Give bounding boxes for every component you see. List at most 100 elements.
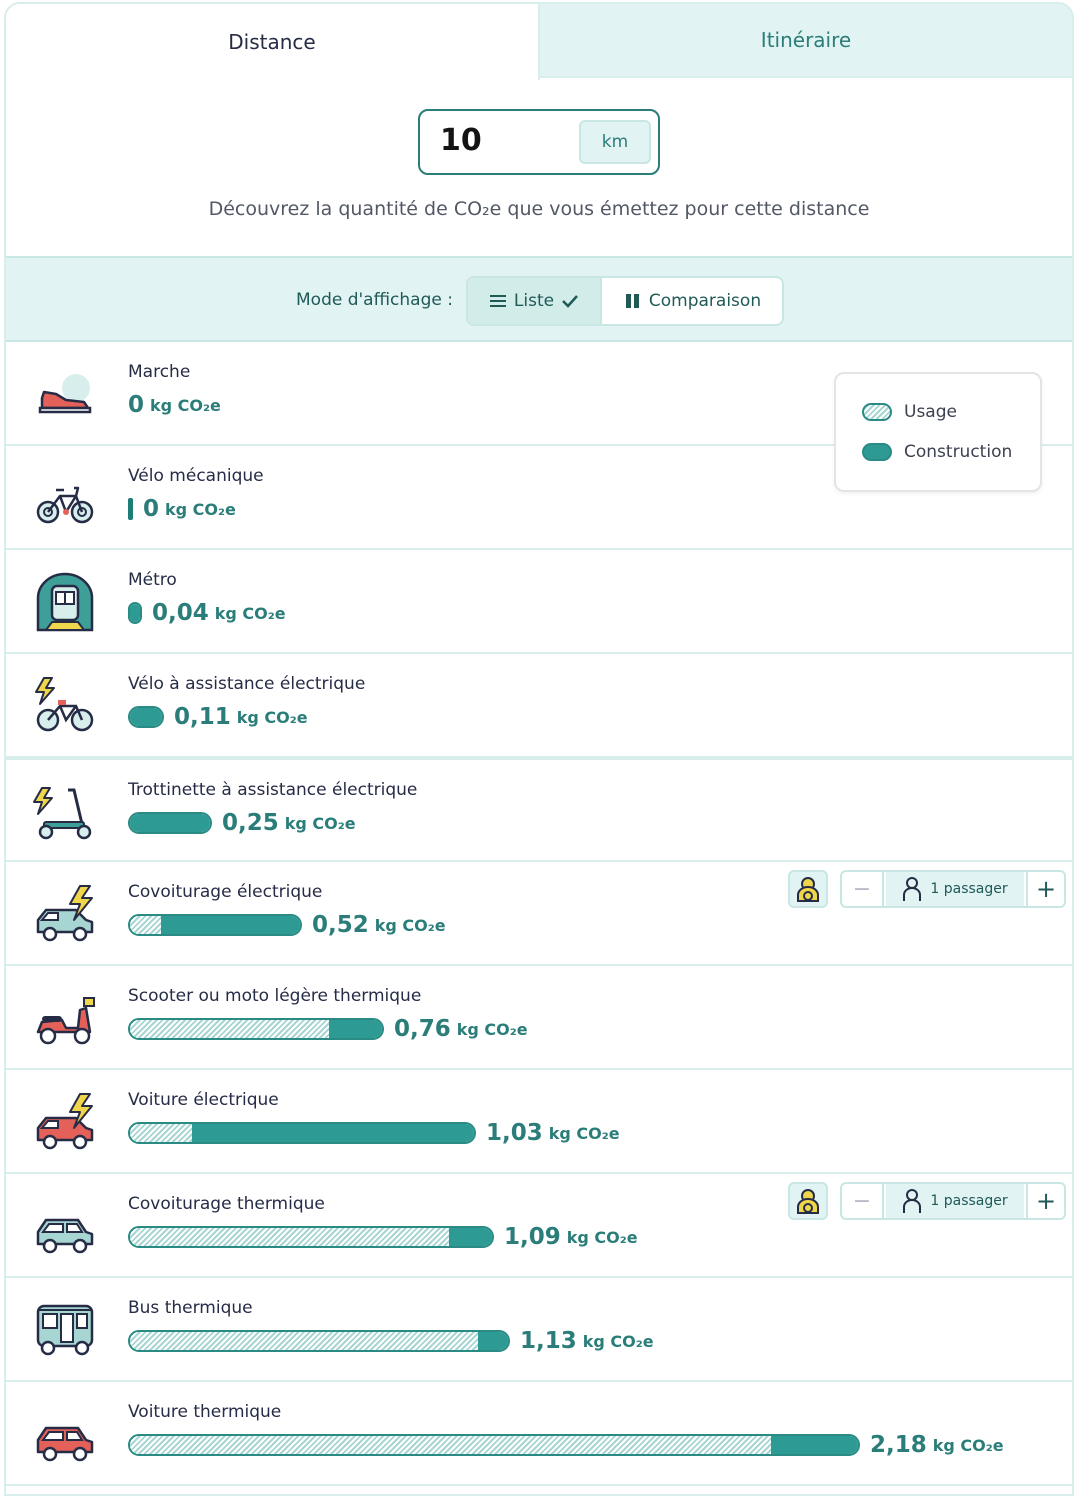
passenger-increment-button[interactable]: +: [1026, 1184, 1064, 1218]
mode-name: Marche: [128, 362, 191, 382]
passenger-decrement-button[interactable]: −: [842, 872, 884, 906]
driver-icon: [797, 877, 819, 902]
emission-value: 2,18: [870, 1432, 927, 1458]
emission-value: 0,25: [222, 810, 279, 836]
carbon-calculator: Distance Itinéraire 10 km Découvrez la q…: [4, 2, 1074, 1496]
tab-bar: Distance Itinéraire: [6, 4, 1072, 80]
list-item: Voiture thermique 2,18 kg CO₂e: [6, 1382, 1072, 1486]
check-icon: [562, 295, 579, 308]
electric-carpool-icon: [36, 885, 94, 942]
mode-name: Covoiturage thermique: [128, 1194, 325, 1214]
list-item: Vélo à assistance électrique 0,11 kg CO₂…: [6, 654, 1072, 758]
mode-list-button[interactable]: Liste: [468, 278, 602, 324]
bar-usage: [130, 1436, 771, 1454]
mode-emission: 2,18 kg CO₂e: [128, 1430, 1004, 1460]
emission-value: 0,52: [312, 912, 369, 938]
emission-value: 1,13: [520, 1328, 577, 1354]
bar-construction: [130, 814, 210, 832]
list-item: Covoiturage électrique 0,52 kg CO₂e − 1 …: [6, 862, 1072, 966]
bar-construction: [130, 708, 162, 726]
shoe-icon: [38, 374, 92, 414]
mode-comparison-label: Comparaison: [648, 291, 762, 311]
tab-itineraire[interactable]: Itinéraire: [540, 4, 1072, 78]
passenger-stepper: − 1 passager +: [840, 870, 1066, 908]
passenger-increment-button[interactable]: +: [1026, 872, 1064, 906]
mode-name: Voiture électrique: [128, 1090, 279, 1110]
bar-construction: [130, 604, 140, 622]
bar-construction: [770, 1436, 858, 1454]
emission-bar: [128, 1330, 510, 1352]
emission-value: 0: [143, 496, 160, 522]
bar-usage: [130, 1228, 449, 1246]
legend-label: Usage: [904, 402, 957, 422]
mode-emission: 0,25 kg CO₂e: [128, 808, 356, 838]
emission-unit: kg CO₂e: [374, 915, 446, 935]
bar-construction: [448, 1228, 492, 1246]
emission-bar: [128, 812, 212, 834]
mode-emission: 1,13 kg CO₂e: [128, 1326, 654, 1356]
passenger-count: 1 passager: [886, 1184, 1024, 1218]
emission-value: 0: [128, 392, 145, 418]
mode-name: Métro: [128, 570, 177, 590]
emission-unit: kg CO₂e: [214, 603, 286, 623]
mode-emission: 0,11 kg CO₂e: [128, 702, 308, 732]
distance-input[interactable]: 10: [440, 123, 482, 158]
display-mode-bar: Mode d'affichage : Liste Comparaison: [6, 256, 1072, 342]
list-item: Bus thermique 1,13 kg CO₂e: [6, 1278, 1072, 1382]
legend: Usage Construction: [834, 372, 1042, 492]
driver-toggle-button[interactable]: [788, 870, 828, 908]
emission-bar: [128, 1434, 860, 1456]
distance-unit: km: [579, 120, 651, 164]
mode-name: Covoiturage électrique: [128, 882, 323, 902]
electric-car-icon: [36, 1093, 94, 1150]
emission-value: 0,76: [394, 1016, 451, 1042]
usage-swatch: [862, 403, 892, 421]
emission-unit: kg CO₂e: [236, 707, 308, 727]
bar-chart-icon: [625, 294, 639, 308]
passenger-label: 1 passager: [930, 1193, 1008, 1209]
emission-bar: [128, 1226, 494, 1248]
emission-unit: kg CO₂e: [456, 1019, 528, 1039]
legend-item-construction: Construction: [862, 442, 1012, 462]
emission-value: 0,04: [152, 600, 209, 626]
passenger-label: 1 passager: [930, 881, 1008, 897]
construction-swatch: [862, 443, 892, 461]
bus-icon: [36, 1304, 94, 1356]
emission-value: 1,09: [504, 1224, 561, 1250]
legend-item-usage: Usage: [862, 402, 957, 422]
emission-value: 0,11: [174, 704, 231, 730]
mode-comparison-button[interactable]: Comparaison: [604, 278, 782, 324]
mode-emission: 0,52 kg CO₂e: [128, 910, 446, 940]
passenger-decrement-button[interactable]: −: [842, 1184, 884, 1218]
bar-usage: [130, 916, 161, 934]
mode-emission: 1,09 kg CO₂e: [128, 1222, 638, 1252]
bar-usage: [130, 1020, 330, 1038]
person-icon: [903, 877, 922, 901]
car-icon: [36, 1426, 94, 1462]
person-icon: [903, 1189, 922, 1213]
mode-emission: 0 kg CO₂e: [128, 494, 236, 524]
emission-bar: [128, 1018, 384, 1040]
emission-bar: [128, 706, 164, 728]
emission-bar: [128, 1122, 476, 1144]
carpool-icon: [36, 1218, 94, 1254]
mode-name: Trottinette à assistance électrique: [128, 780, 418, 800]
driver-toggle-button[interactable]: [788, 1182, 828, 1220]
tab-distance[interactable]: Distance: [6, 4, 540, 80]
list-item: Marche 0 kg CO₂e: [6, 342, 1072, 446]
bar-construction: [191, 1124, 474, 1142]
passenger-count: 1 passager: [886, 872, 1024, 906]
emission-value: 1,03: [486, 1120, 543, 1146]
mode-name: Scooter ou moto légère thermique: [128, 986, 422, 1006]
bike-icon: [36, 486, 94, 524]
distance-field[interactable]: 10 km: [418, 109, 660, 175]
list-icon: [489, 295, 506, 307]
mode-emission: 0 kg CO₂e: [128, 390, 221, 420]
emission-bar: [128, 914, 302, 936]
list-item: Vélo mécanique 0 kg CO₂e: [6, 446, 1072, 550]
mode-emission: 1,03 kg CO₂e: [128, 1118, 620, 1148]
bar-construction: [477, 1332, 508, 1350]
list-item: Scooter ou moto légère thermique 0,76 kg…: [6, 966, 1072, 1070]
bar-usage: [130, 1124, 192, 1142]
bar-construction: [160, 916, 300, 934]
